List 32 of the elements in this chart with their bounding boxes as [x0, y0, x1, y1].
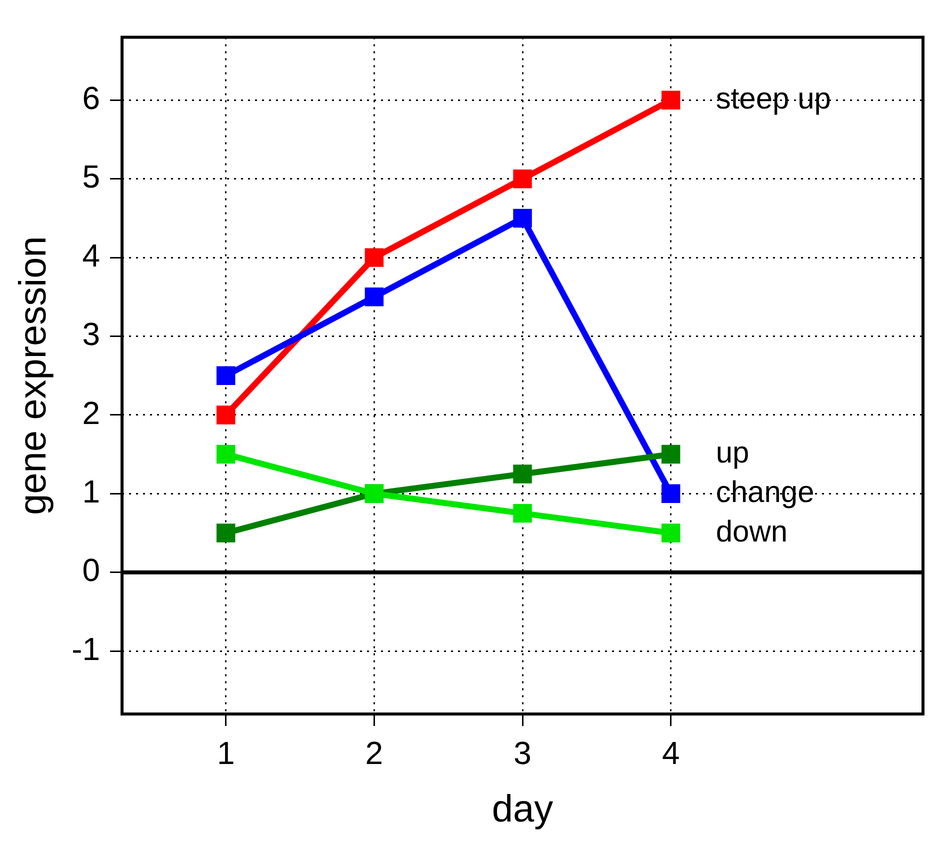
- y-tick-label: 3: [82, 316, 100, 352]
- y-tick-label: 1: [82, 473, 100, 510]
- point: [216, 444, 236, 464]
- point: [364, 248, 384, 267]
- y-axis-title: gene expression: [12, 236, 54, 516]
- point: [661, 484, 680, 504]
- y-tick-label: 2: [82, 394, 100, 431]
- point: [216, 406, 236, 424]
- point: [364, 288, 384, 306]
- series-label: up: [716, 436, 750, 470]
- point: [661, 444, 680, 464]
- series-label: steep up: [716, 82, 831, 116]
- x-tick-label: 2: [365, 735, 384, 772]
- y-tick-label: 5: [82, 158, 100, 195]
- series-label: change: [716, 476, 814, 509]
- x-axis-title: day: [492, 788, 554, 831]
- series-label: down: [716, 515, 788, 548]
- point: [661, 524, 680, 542]
- x-tick-label: 3: [514, 735, 532, 772]
- y-tick-label: 6: [82, 80, 100, 116]
- point: [216, 366, 236, 385]
- point: [513, 464, 532, 484]
- point: [513, 208, 532, 228]
- x-tick-label: 4: [662, 735, 680, 772]
- y-tick-label: 0: [82, 552, 100, 588]
- x-tick-label: 1: [216, 735, 235, 772]
- point: [513, 169, 532, 188]
- point: [513, 504, 532, 523]
- y-tick-label: 4: [82, 237, 100, 274]
- y-tick-label: -1: [72, 630, 100, 667]
- point: [661, 90, 680, 110]
- point: [216, 524, 236, 542]
